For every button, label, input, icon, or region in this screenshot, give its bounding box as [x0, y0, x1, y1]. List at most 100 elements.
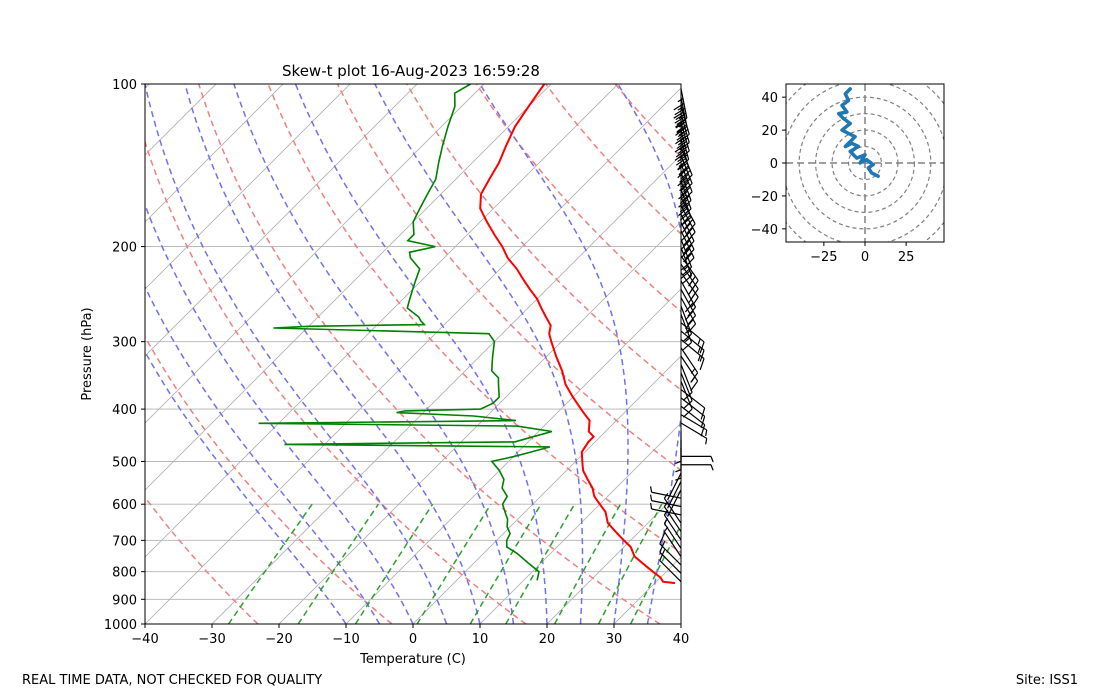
barb-staff — [659, 560, 682, 583]
barb-flag — [682, 391, 693, 401]
barb-flag — [682, 408, 693, 418]
barb-flag — [681, 200, 692, 209]
site-label: Site: ISS1 — [1015, 673, 1078, 688]
barb-flag — [683, 252, 693, 263]
barb-staff — [663, 531, 682, 557]
barb-flag — [673, 111, 685, 119]
barb-staff — [659, 543, 682, 566]
moist-adiabats — [145, 84, 681, 624]
moist-adiabat — [294, 84, 548, 624]
mixing-ratio-line — [505, 503, 576, 624]
hodograph-x-tick-label: 0 — [861, 250, 869, 265]
barb-flag — [681, 178, 691, 188]
barb-flag — [681, 170, 691, 180]
barb-flag — [684, 310, 694, 321]
barb-flag — [679, 142, 690, 151]
isotherm — [145, 84, 485, 424]
barb-half-flag — [705, 429, 708, 437]
barb-flag — [678, 199, 689, 208]
barb-flag — [677, 129, 689, 138]
isotherm — [278, 221, 681, 624]
wind-barb — [680, 397, 706, 428]
barb-flag — [680, 248, 691, 258]
wind-barb — [680, 330, 705, 362]
moist-adiabat — [479, 84, 629, 624]
wind-barb — [674, 130, 690, 167]
barb-flag — [700, 416, 706, 428]
barb-flag — [679, 212, 690, 221]
dry-adiabat — [145, 335, 393, 624]
barb-staff — [680, 414, 708, 431]
barb-half-flag — [650, 494, 653, 501]
wind-barb — [681, 455, 714, 463]
barb-flag — [679, 195, 690, 205]
wind-barb — [680, 405, 706, 437]
skewt-y-label: Pressure (hPa) — [80, 307, 95, 400]
hodograph-ring — [847, 145, 883, 181]
barb-flag — [678, 159, 689, 167]
barb-flag — [690, 380, 699, 392]
barb-flag — [699, 358, 705, 371]
barb-flag — [677, 162, 688, 171]
y-tick-label: 1000 — [104, 618, 137, 633]
barb-half-flag — [677, 106, 684, 111]
barb-flag — [681, 208, 692, 218]
moist-adiabat — [145, 202, 414, 624]
wind-barb — [680, 247, 693, 284]
wind-barb — [650, 486, 682, 499]
barb-flag — [675, 157, 687, 166]
barb-flag — [676, 132, 687, 141]
wind-barb — [681, 464, 714, 471]
barb-flag — [675, 149, 687, 158]
y-tick-label: 200 — [112, 241, 137, 256]
wind-barb — [680, 347, 699, 383]
barb-flag — [677, 137, 689, 146]
barb-staff — [651, 491, 682, 499]
barb-flag — [690, 296, 699, 308]
hodograph-x-tick-label: −25 — [810, 250, 837, 265]
barb-flag — [674, 152, 686, 161]
hodograph-trace — [836, 87, 880, 178]
wind-barb — [680, 338, 705, 371]
barb-flag — [674, 116, 686, 124]
dry-adiabats — [145, 84, 681, 624]
barb-flag — [690, 372, 699, 383]
x-tick-label: 10 — [472, 632, 489, 647]
y-tick-label: 300 — [112, 336, 137, 351]
barb-flag — [682, 214, 691, 225]
barb-half-flag — [710, 464, 714, 471]
wind-barb — [680, 414, 708, 437]
barb-flag — [687, 306, 697, 317]
barb-half-flag — [705, 438, 708, 445]
barb-flag — [686, 223, 696, 234]
dry-adiabat — [336, 84, 681, 472]
barb-flag — [679, 133, 690, 142]
barb-flag — [676, 126, 688, 134]
barb-flag — [676, 140, 687, 150]
barb-flag — [699, 341, 705, 354]
barb-staff — [680, 364, 693, 393]
wind-barbs — [650, 88, 714, 583]
barb-half-flag — [675, 469, 682, 473]
barb-half-flag — [683, 265, 689, 271]
wind-barb — [650, 502, 682, 516]
barb-flag — [675, 121, 687, 129]
barb-half-flag — [697, 355, 701, 362]
barb-flag — [678, 207, 689, 217]
wind-barb — [667, 481, 682, 509]
y-tick-label: 500 — [112, 455, 137, 470]
barb-flag — [682, 266, 692, 276]
dry-adiabat — [197, 84, 661, 624]
isotherm — [412, 355, 681, 624]
skewt-title: Skew-t plot 16-Aug-2023 16:59:28 — [282, 62, 540, 80]
skewt-x-label: Temperature (C) — [359, 652, 466, 667]
barb-flag — [700, 424, 706, 437]
barb-flag — [688, 275, 696, 287]
wind-barb — [678, 172, 692, 209]
barb-staff — [651, 500, 682, 508]
wind-barb — [673, 96, 688, 134]
barb-staff — [663, 522, 682, 549]
wind-barb — [674, 138, 690, 176]
wind-barb — [667, 489, 682, 517]
wind-barb — [680, 364, 693, 401]
